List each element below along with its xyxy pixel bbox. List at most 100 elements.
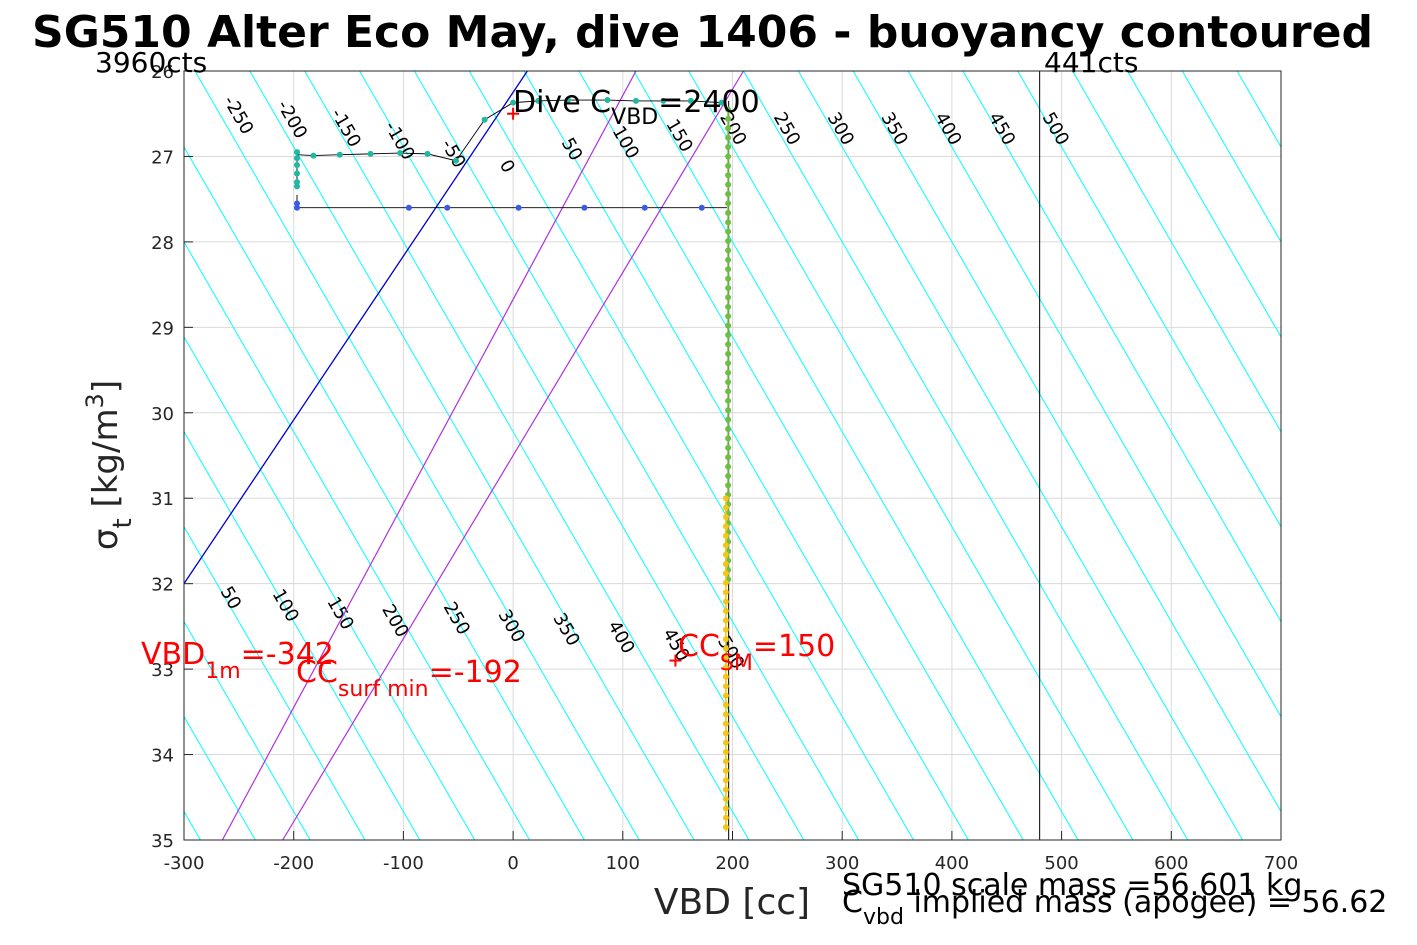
y-tick-label: 28 — [151, 233, 174, 254]
x-tick-label: -200 — [273, 853, 314, 874]
svg-text:σt [kg/m3]: σt [kg/m3] — [81, 380, 138, 550]
data-point — [722, 786, 729, 793]
data-point — [336, 151, 343, 158]
data-point — [725, 285, 732, 292]
y-tick-label: 30 — [151, 404, 174, 425]
data-point — [510, 99, 517, 106]
data-point — [722, 570, 729, 577]
implied-mass-note: Cvbd implied mass (apogee) = 56.62 — [842, 885, 1387, 930]
data-point — [722, 720, 729, 727]
contour-label: -50 — [437, 136, 470, 172]
data-point — [725, 209, 732, 216]
buoyancy-contour-line — [1126, 70, 1282, 338]
data-point — [725, 266, 732, 273]
buoyancy-contour-line — [743, 70, 1189, 841]
y-tick-label: 33 — [151, 660, 174, 681]
data-point — [725, 115, 732, 122]
contour-label: 0 — [495, 156, 519, 176]
contour-label: 250 — [439, 598, 474, 638]
data-point — [367, 150, 374, 157]
y-tick-label: 27 — [151, 147, 174, 168]
data-point — [725, 388, 732, 395]
x-tick-label: 500 — [1044, 853, 1078, 874]
dive-c-vbd-label: Dive CVBD=2400 — [513, 85, 760, 130]
data-point — [722, 636, 729, 643]
x-tick-label: -300 — [164, 853, 205, 874]
data-point — [444, 204, 451, 211]
data-point — [581, 204, 588, 211]
grid-lines — [183, 70, 1282, 841]
data-point — [725, 172, 732, 179]
data-point — [725, 144, 732, 151]
contour-label: 400 — [603, 617, 638, 657]
data-point — [722, 495, 729, 502]
magenta-reference-line — [221, 70, 637, 841]
buoyancy-contour-line — [688, 70, 1134, 841]
data-point — [722, 617, 729, 624]
data-point — [725, 482, 732, 489]
contour-label: -150 — [326, 105, 365, 151]
magenta-reference-line — [282, 70, 744, 841]
data-point — [293, 204, 300, 211]
data-point — [725, 256, 732, 263]
data-point — [725, 360, 732, 367]
data-series — [293, 97, 732, 832]
data-point — [310, 152, 317, 159]
data-point — [722, 777, 729, 784]
data-point — [725, 134, 732, 141]
data-point — [725, 247, 732, 254]
buoyancy-contour-line — [578, 70, 1024, 841]
data-point — [453, 157, 460, 164]
data-point — [722, 824, 729, 831]
contour-label: 100 — [268, 586, 303, 626]
data-point — [722, 542, 729, 549]
buoyancy-contour-line — [183, 241, 530, 841]
cc-surf-min-annotation-sub: surf min — [338, 677, 429, 702]
buoyancy-contour-line — [907, 70, 1282, 717]
x-axis-label: VBD [cc] — [654, 882, 810, 923]
data-point — [722, 579, 729, 586]
data-point — [293, 161, 300, 168]
data-point — [722, 551, 729, 558]
buoyancy-contour-line — [523, 70, 969, 841]
y-axis-label: σt [kg/m3] — [81, 380, 138, 550]
data-point — [641, 204, 648, 211]
cc-surf-min-annotation: CCsurf min=-192 — [296, 655, 522, 702]
data-point — [564, 97, 571, 104]
data-point — [722, 514, 729, 521]
implied-mass-c: C — [842, 885, 863, 920]
contour-label: 50 — [557, 134, 587, 164]
buoyancy-contour-line — [852, 70, 1282, 812]
data-point — [535, 97, 542, 104]
data-point — [722, 673, 729, 680]
x-tick-label: 0 — [507, 853, 518, 874]
contour-label: 200 — [377, 601, 412, 641]
data-point — [722, 683, 729, 690]
buoyancy-contour-line — [468, 70, 914, 841]
buoyancy-contour-line — [797, 70, 1244, 841]
data-point — [722, 767, 729, 774]
data-point — [725, 162, 732, 169]
data-point — [722, 692, 729, 699]
buoyancy-contour-line — [1072, 70, 1282, 433]
top-left-counts: 3960cts — [95, 46, 207, 79]
data-point — [725, 200, 732, 207]
buoyancy-contour-line — [1181, 70, 1282, 243]
data-point — [722, 805, 729, 812]
contour-label: 450 — [984, 109, 1019, 149]
buoyancy-contour-line — [1236, 70, 1282, 148]
cc-sm-annotation-sub: SM — [720, 651, 753, 676]
data-point — [722, 739, 729, 746]
x-tick-label: 700 — [1264, 853, 1298, 874]
buoyancy-contour-line — [359, 70, 805, 841]
data-point — [293, 170, 300, 177]
data-point — [725, 416, 732, 423]
scale-mass-note: SG510 scale mass =56.601 kg — [842, 868, 1302, 903]
data-point — [293, 200, 300, 207]
data-point — [725, 426, 732, 433]
contour-label: 300 — [823, 109, 858, 149]
y-tick-label: 35 — [151, 831, 174, 852]
cc-sm-annotation-main: CC — [678, 629, 720, 664]
dive-c-vbd-main: Dive C — [513, 85, 611, 120]
